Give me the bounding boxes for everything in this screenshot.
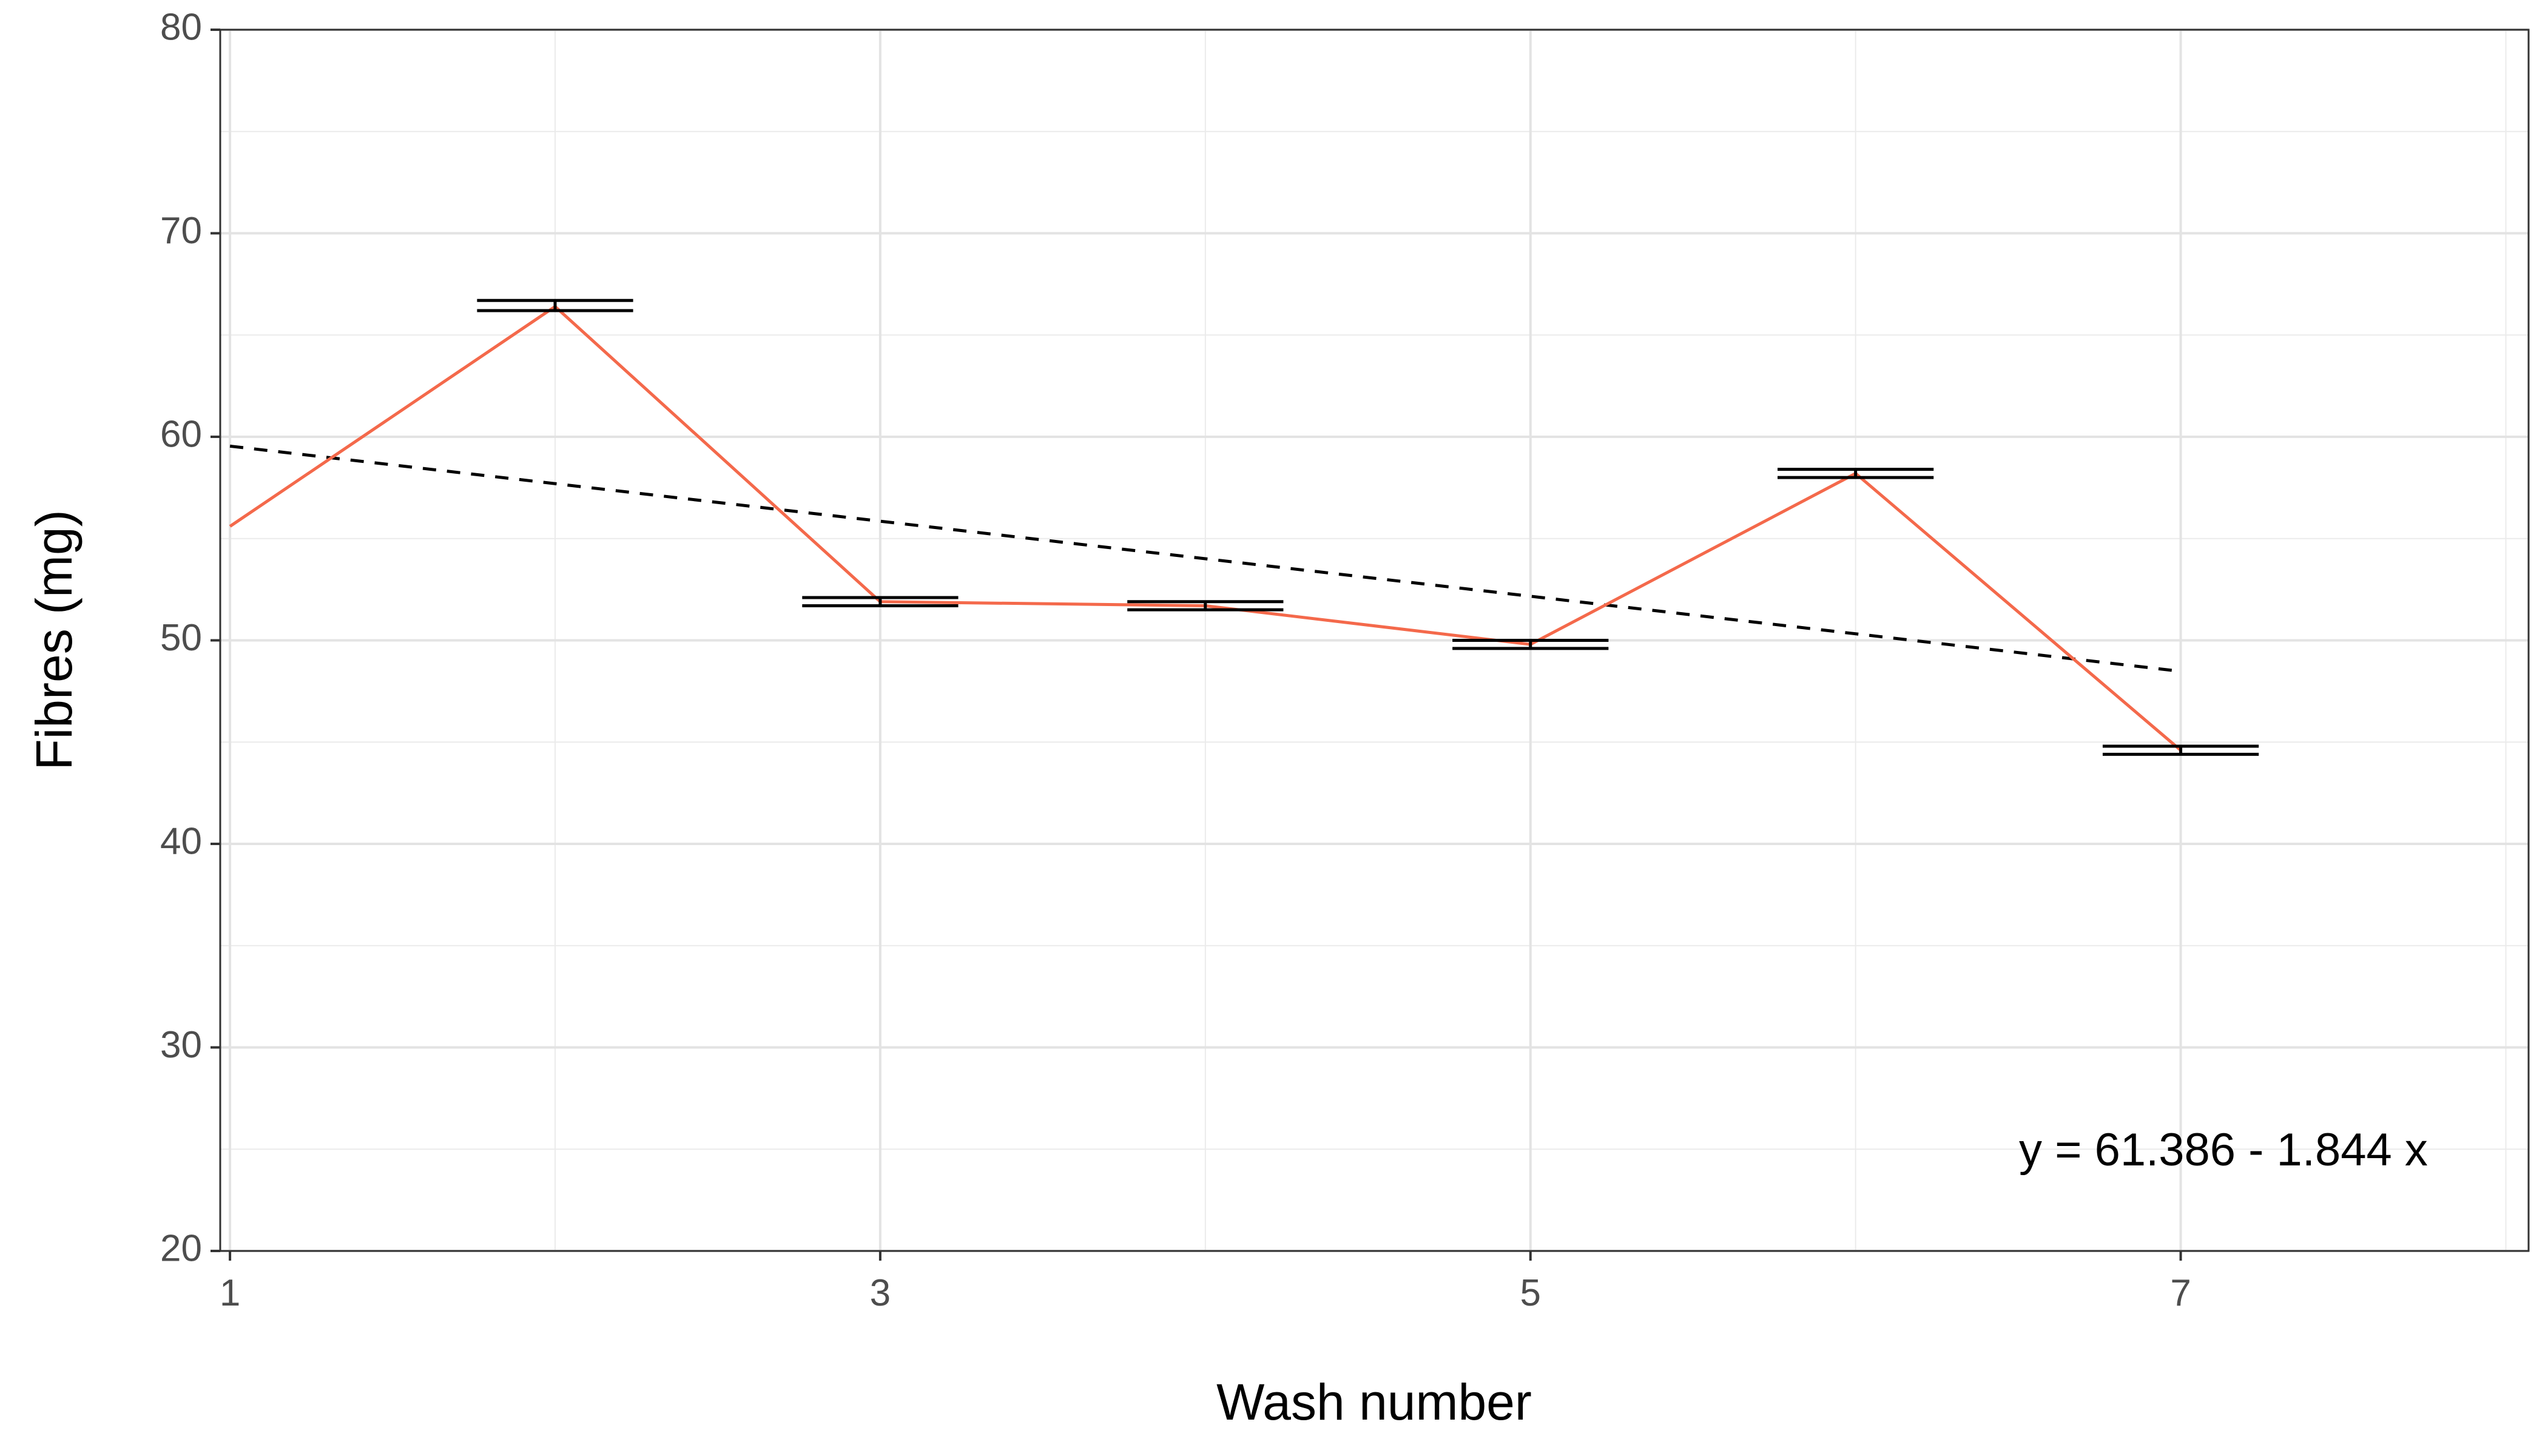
trend-line-layer (229, 444, 2181, 673)
y-tick-label: 80 (160, 6, 202, 48)
x-tick-label: 7 (2170, 1272, 2191, 1314)
trend-line (229, 444, 2181, 673)
regression-equation: y = 61.386 - 1.844 x (2019, 1124, 2428, 1176)
x-tick-label: 5 (1520, 1272, 1540, 1314)
annotation-layer: y = 61.386 - 1.844 x (2019, 1124, 2428, 1176)
x-axis: 1 3 5 7 (220, 1251, 2191, 1314)
x-tick-label: 3 (870, 1272, 891, 1314)
y-tick-label: 30 (160, 1024, 202, 1066)
y-axis-title: Fibres (mg) (25, 510, 83, 770)
x-tick-label: 1 (220, 1272, 240, 1314)
y-tick-label: 60 (160, 413, 202, 455)
x-axis-title: Wash number (1216, 1373, 1532, 1431)
y-tick-label: 70 (160, 210, 202, 252)
y-tick-label: 50 (160, 617, 202, 659)
y-tick-label: 20 (160, 1227, 202, 1269)
y-axis: 20 30 40 50 60 70 80 (160, 6, 220, 1269)
error-bar-layer (477, 298, 2259, 756)
y-tick-label: 40 (160, 820, 202, 862)
